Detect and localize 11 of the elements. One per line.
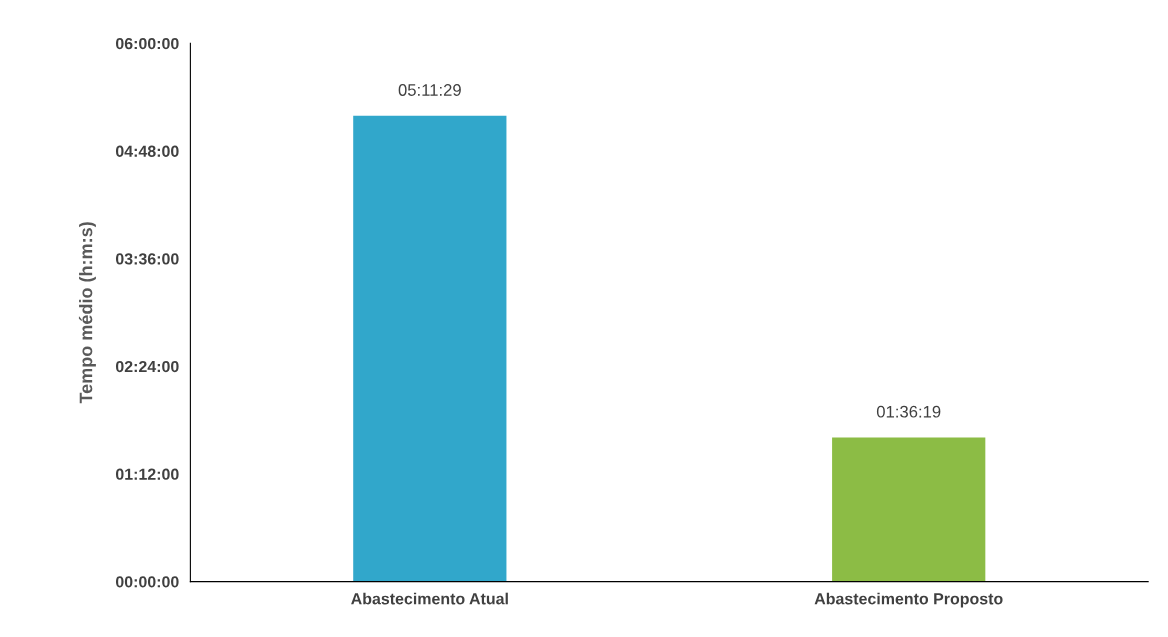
data-label: 01:36:19 xyxy=(876,405,941,418)
x-tick-label: Abastecimento Atual xyxy=(351,592,508,605)
y-tick-label: 00:00:00 xyxy=(115,576,179,588)
y-tick-label: 04:48:00 xyxy=(115,145,179,157)
y-tick-label: 03:36:00 xyxy=(115,253,179,265)
y-tick-label: 06:00:00 xyxy=(115,37,179,50)
x-tick-label: Abastecimento Proposto xyxy=(814,592,1003,608)
y-tick-label: 01:12:00 xyxy=(115,468,179,480)
data-label: 05:11:29 xyxy=(398,84,461,96)
y-tick-label: 02:24:00 xyxy=(115,360,179,373)
y-axis-title: Tempo médio (h:m:s) xyxy=(78,222,96,404)
